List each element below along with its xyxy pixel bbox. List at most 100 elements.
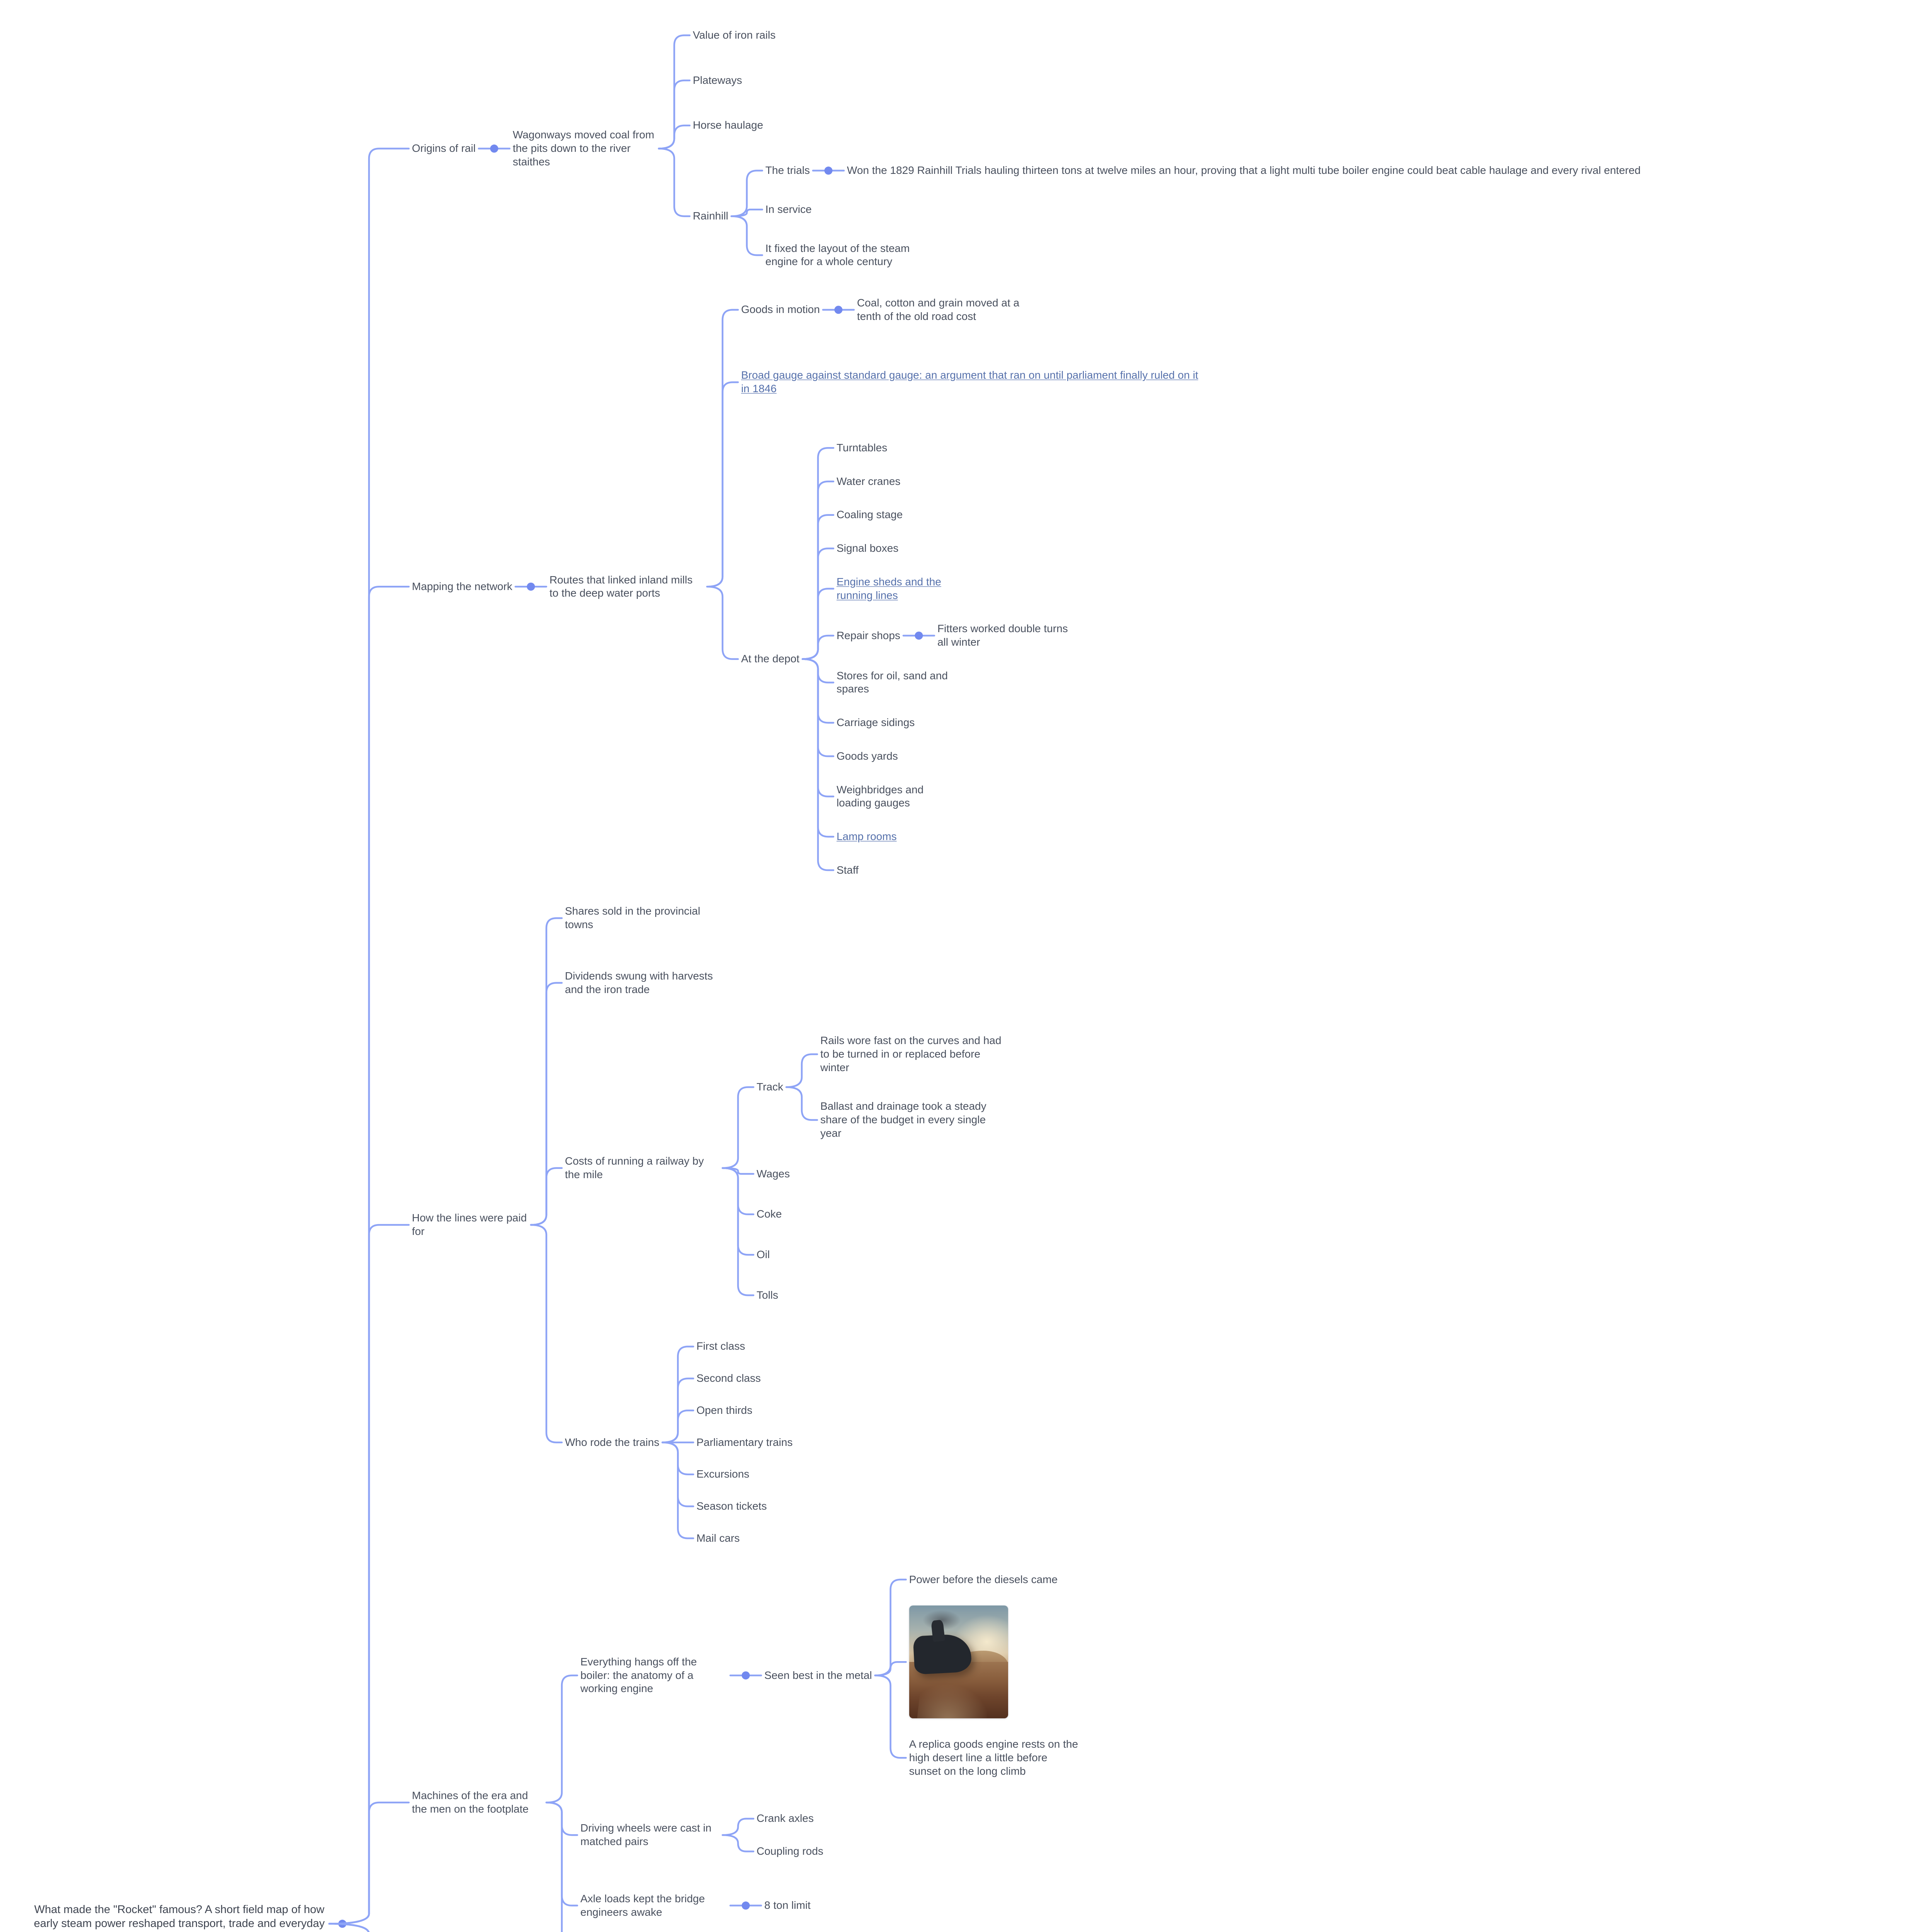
mindmap-branch: Wagonways moved coal from the pits down … — [512, 27, 1641, 270]
mindmap-branch: Ballast and drainage took a steady share… — [820, 1098, 1002, 1141]
link-node[interactable]: Lamp rooms — [836, 830, 897, 842]
node-label: First class — [696, 1340, 745, 1352]
children-group: Everything hangs off the boiler: the ana… — [580, 1571, 1079, 1932]
mindmap-branch: Track Rails wore fast on the curves and h… — [757, 1032, 1002, 1141]
node-label: Season tickets — [696, 1500, 767, 1512]
mindmap-branch: Staff — [837, 862, 1077, 879]
node-label: Coal, cotton and grain moved at a tenth … — [857, 297, 1020, 322]
node-label: 8 ton limit — [764, 1899, 811, 1912]
mindmap-branch: Axle loads kept the bridge engineers awa… — [580, 1891, 1079, 1920]
children-group: Wagonways moved coal from the pits down … — [512, 27, 1641, 270]
mindmap-branch: At the depot Turntables Water cranes Coalin… — [741, 440, 1205, 879]
node-label: Everything hangs off the boiler: the ana… — [580, 1655, 697, 1695]
node-label: Tolls — [757, 1289, 779, 1301]
mindmap-branch: How the lines were paid for Shares sold i… — [412, 903, 1343, 1546]
mindmap-branch: Goods yards — [837, 748, 1077, 765]
children-group: Value of iron rails Plateways Horse haulag… — [693, 27, 1641, 270]
children-group: Routes that linked inland mills to the d… — [549, 295, 1205, 878]
mindmap-branch: What made the "Rocket" famous? A short f… — [32, 27, 1932, 1932]
node-label: Coaling stage — [836, 509, 903, 521]
mindmap-branch — [909, 1605, 1079, 1719]
mindmap-branch: Goods in motion Coal, cotton and grain mo… — [741, 295, 1205, 325]
link-node[interactable]: Engine sheds and the running lines — [836, 575, 941, 601]
mindmap-branch: Routes that linked inland mills to the d… — [549, 295, 1205, 878]
mindmap-branch: Oil — [757, 1247, 1002, 1263]
node-label: Crank axles — [757, 1812, 814, 1825]
mindmap-branch: Repair shops Fitters worked double turns … — [837, 621, 1077, 650]
children-group: Power before the diesels came A replica g… — [909, 1571, 1079, 1780]
node-label: Staff — [836, 864, 859, 876]
mindmap-branch: Everything hangs off the boiler: the ana… — [580, 1571, 1079, 1780]
mindmap-branch: Mapping the network Routes that linked in… — [412, 295, 1343, 878]
locomotive-photo — [909, 1605, 1008, 1719]
mindmap-branch: Value of iron rails — [693, 27, 1094, 44]
children-group: Crank axles Coupling rods — [757, 1810, 823, 1859]
mindmap-branch: Rainhill The trials Won the 1829 Rainhill … — [693, 162, 1641, 270]
children-group: Track Rails wore fast on the curves and h… — [757, 1032, 1002, 1303]
mindmap-branch: It fixed the layout of the steam engine … — [765, 240, 1094, 270]
link-node[interactable]: Broad gauge against standard gauge: an a… — [741, 369, 1198, 395]
node-label: Value of iron rails — [692, 29, 776, 41]
node-label: Track — [757, 1081, 783, 1093]
mindmap-branch: Won the 1829 Rainhill Trials hauling thi… — [847, 162, 1641, 179]
node-label: Open thirds — [696, 1404, 753, 1416]
node-label: Plateways — [692, 74, 742, 86]
mindmap-branch: Coaling stage — [837, 507, 1077, 523]
mindmap-branch: The trials Won the 1829 Rainhill Trials h… — [765, 162, 1641, 179]
mindmap-branch: Open thirds — [696, 1402, 793, 1419]
node-label: A replica goods engine rests on the high… — [909, 1738, 1078, 1777]
node-label: Wagonways moved coal from the pits down … — [512, 129, 655, 168]
node-label: Goods in motion — [741, 303, 820, 316]
mindmap-branch: Signal boxes — [837, 540, 1077, 557]
children-group: Coal, cotton and grain moved at a tenth … — [857, 295, 1023, 325]
node-label: Won the 1829 Rainhill Trials hauling thi… — [847, 164, 1641, 177]
mindmap-branch: Plateways — [693, 72, 1094, 89]
mindmap-branch: Crank axles — [757, 1810, 823, 1827]
node-label: Wages — [757, 1167, 790, 1180]
mindmap-branch: First class — [696, 1338, 793, 1355]
mindmap-branch: A replica goods engine rests on the high… — [909, 1736, 1079, 1779]
mindmap-branch: Lamp rooms — [837, 828, 1077, 845]
mindmap-branch: Excursions — [696, 1466, 793, 1483]
node-label: It fixed the layout of the steam engine … — [765, 242, 910, 268]
node-label: Origins of rail — [412, 142, 476, 155]
photo-stack-shape — [930, 1619, 945, 1643]
mindmap-branch: Water cranes — [837, 473, 1077, 490]
mindmap-branch: Dividends swung with harvests and the ir… — [565, 968, 1002, 998]
mindmap-branch: Who rode the trains First class Second cla… — [565, 1338, 1002, 1546]
mindmap-branch: 8 ton limit — [764, 1897, 811, 1914]
node-label: Signal boxes — [836, 542, 899, 554]
mindmap-branch: Second class — [696, 1370, 793, 1387]
mindmap-branch: Engine sheds and the running lines — [837, 574, 1077, 604]
mindmap-branch: Coke — [757, 1206, 1002, 1223]
node-label: Weighbridges and loading gauges — [836, 783, 924, 809]
children-group: Goods in motion Coal, cotton and grain mo… — [741, 295, 1205, 878]
node-label: Shares sold in the provincial towns — [565, 905, 701, 931]
node-label: Water cranes — [836, 475, 901, 487]
children-group: The trials Won the 1829 Rainhill Trials h… — [765, 162, 1641, 270]
node-label: The trials — [765, 164, 810, 177]
node-label: Driving wheels were cast in matched pair… — [580, 1822, 712, 1848]
node-label: Seen best in the metal — [764, 1669, 872, 1681]
mindmap-branch: Turntables — [837, 440, 1077, 456]
node-label: Goods yards — [836, 750, 898, 762]
node-label: How the lines were paid for — [412, 1212, 527, 1237]
node-label: Rails wore fast on the curves and had to… — [820, 1034, 1002, 1073]
node-label: Repair shops — [836, 629, 900, 641]
children-group: Origins of rail Wagonways moved coal from… — [412, 27, 1641, 1932]
node-label: Excursions — [696, 1468, 750, 1480]
node-label: In service — [765, 203, 812, 215]
mindmap-branch: Driving wheels were cast in matched pair… — [580, 1810, 1079, 1859]
children-group: Won the 1829 Rainhill Trials hauling thi… — [847, 162, 1641, 179]
mindmap-branch: Costs of running a railway by the mile Tr… — [565, 1032, 1002, 1303]
mindmap-branch: Stores for oil, sand and spares — [837, 668, 1077, 697]
node-label: At the depot — [741, 653, 799, 665]
node-label: Axle loads kept the bridge engineers awa… — [580, 1892, 705, 1918]
mindmap-branch: Machines of the era and the men on the f… — [412, 1571, 1343, 1932]
children-group: Turntables Water cranes Coaling stage Signa… — [837, 440, 1077, 879]
node-label: Coke — [757, 1208, 782, 1220]
mindmap-branch: Tolls — [757, 1287, 1002, 1304]
mindmap-branch: In service — [765, 201, 1094, 218]
mindmap-branch: Coal, cotton and grain moved at a tenth … — [857, 295, 1023, 325]
